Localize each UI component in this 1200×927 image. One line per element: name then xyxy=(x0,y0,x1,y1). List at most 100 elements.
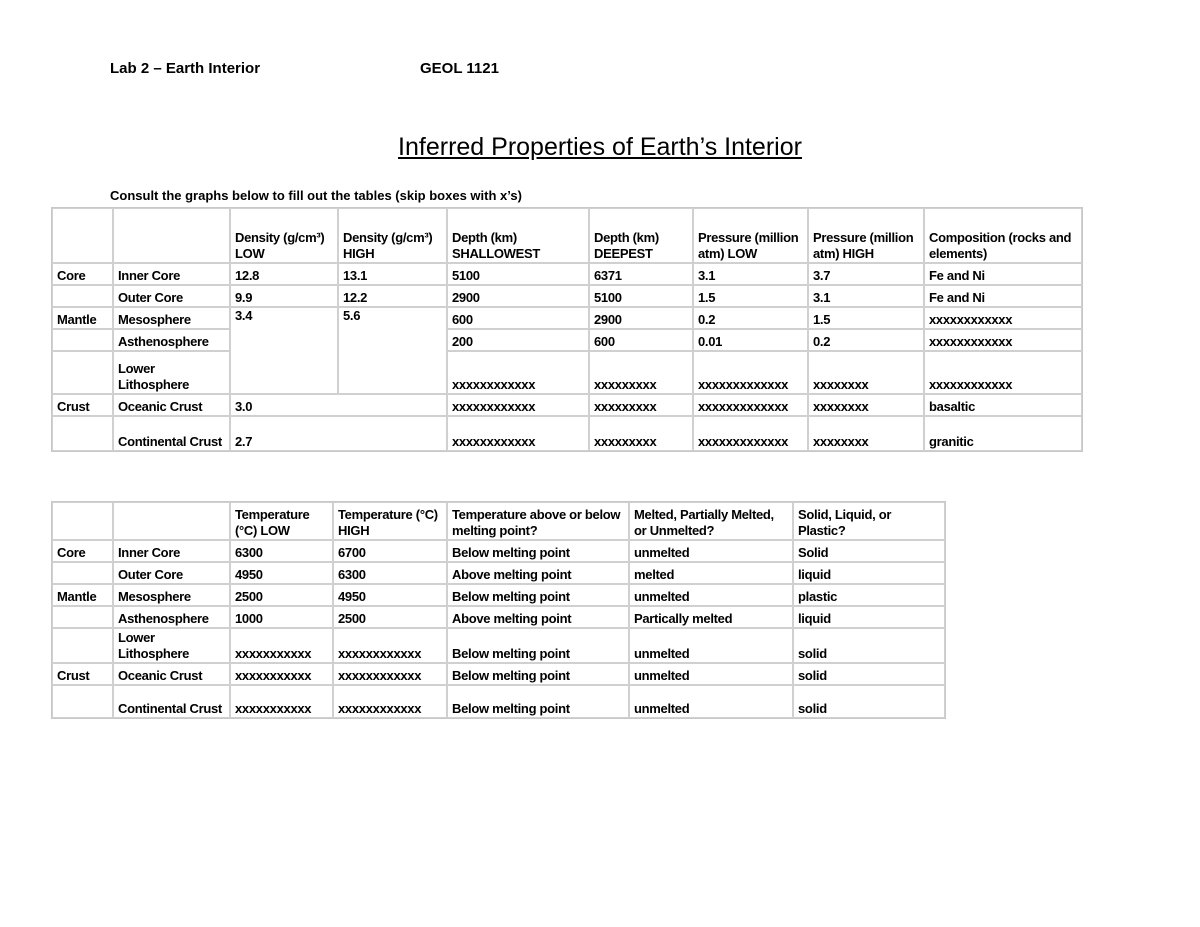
table-cell: Above melting point xyxy=(447,606,629,628)
table-cell: 5100 xyxy=(447,263,589,285)
table-cell: 12.2 xyxy=(338,285,447,307)
table-cell: Partically melted xyxy=(629,606,793,628)
group-cell: Mantle xyxy=(52,307,113,329)
column-header xyxy=(113,502,230,540)
table-cell: Mantle xyxy=(52,584,113,606)
table-cell: 0.01 xyxy=(693,329,808,351)
layer-cell: Oceanic Crust xyxy=(113,394,230,416)
column-header xyxy=(52,208,113,263)
table-cell: liquid xyxy=(793,606,945,628)
column-header: Depth (km) DEEPEST xyxy=(589,208,693,263)
table-cell: xxxxxxxxxxxxx xyxy=(693,416,808,451)
table-cell: granitic xyxy=(924,416,1082,451)
table-cell: 600 xyxy=(589,329,693,351)
table-cell: Below melting point xyxy=(447,685,629,718)
table-cell: 3.7 xyxy=(808,263,924,285)
table-cell xyxy=(52,685,113,718)
table-cell: solid xyxy=(793,663,945,685)
table-row: Core Inner Core 6300 6700 Below melting poin… xyxy=(52,540,945,562)
table-cell: Mesosphere xyxy=(113,584,230,606)
column-header: Composition (rocks and elements) xyxy=(924,208,1082,263)
table-cell: unmelted xyxy=(629,663,793,685)
table-row: Asthenosphere 200 600 0.01 0.2 xxxxxxxxxxxx xyxy=(52,329,1082,351)
table-cell: xxxxxxxxxxxx xyxy=(333,663,447,685)
table-cell: xxxxxxxx xyxy=(808,394,924,416)
layer-cell: Asthenosphere xyxy=(113,329,230,351)
column-header xyxy=(113,208,230,263)
table-cell: xxxxxxxxxxxx xyxy=(333,685,447,718)
column-header: Pressure (million atm) LOW xyxy=(693,208,808,263)
table-cell: 4950 xyxy=(230,562,333,584)
table-cell: Above melting point xyxy=(447,562,629,584)
table-cell: xxxxxxxxxxxx xyxy=(924,351,1082,394)
table-cell: Outer Core xyxy=(113,562,230,584)
layer-cell: Mesosphere xyxy=(113,307,230,329)
table-cell: 6300 xyxy=(333,562,447,584)
instructions: Consult the graphs below to fill out the… xyxy=(110,188,522,203)
layer-cell: Continental Crust xyxy=(113,416,230,451)
page-title: Inferred Properties of Earth’s Interior xyxy=(398,133,802,161)
table-cell: Oceanic Crust xyxy=(113,663,230,685)
table-header-row: Density (g/cm³) LOW Density (g/cm³) HIGH D… xyxy=(52,208,1082,263)
table-cell xyxy=(52,562,113,584)
group-cell xyxy=(52,416,113,451)
table-row: Crust Oceanic Crust xxxxxxxxxxx xxxxxxxxxxx… xyxy=(52,663,945,685)
column-header: Density (g/cm³) LOW xyxy=(230,208,338,263)
table-cell: 2.7 xyxy=(230,416,447,451)
layer-cell: Inner Core xyxy=(113,263,230,285)
table-cell: xxxxxxxxxxx xyxy=(230,628,333,663)
table-cell: 200 xyxy=(447,329,589,351)
table-row: Outer Core 4950 6300 Above melting point mel… xyxy=(52,562,945,584)
table-cell: xxxxxxxxxxxx xyxy=(924,329,1082,351)
table-cell: xxxxxxxxxxx xyxy=(230,685,333,718)
table-cell: Below melting point xyxy=(447,584,629,606)
table-cell: 5100 xyxy=(589,285,693,307)
table-cell: 1.5 xyxy=(693,285,808,307)
table-cell: solid xyxy=(793,628,945,663)
table-cell: Inner Core xyxy=(113,540,230,562)
table-cell: 0.2 xyxy=(808,329,924,351)
table-cell: plastic xyxy=(793,584,945,606)
group-cell: Core xyxy=(52,263,113,285)
table-cell: Fe and Ni xyxy=(924,285,1082,307)
group-cell xyxy=(52,285,113,307)
table-cell: 12.8 xyxy=(230,263,338,285)
column-header: Solid, Liquid, or Plastic? xyxy=(793,502,945,540)
table-cell: liquid xyxy=(793,562,945,584)
table-cell: Lower Lithosphere xyxy=(113,628,230,663)
table-cell xyxy=(52,628,113,663)
table-row: Outer Core 9.9 12.2 2900 5100 1.5 3.1 Fe and Ni xyxy=(52,285,1082,307)
table-cell: 1.5 xyxy=(808,307,924,329)
table-cell: xxxxxxxxxxxx xyxy=(924,307,1082,329)
table-cell: unmelted xyxy=(629,685,793,718)
column-header: Temperature (°C) LOW xyxy=(230,502,333,540)
column-header xyxy=(52,502,113,540)
table-cell: 2900 xyxy=(589,307,693,329)
table-cell: unmelted xyxy=(629,628,793,663)
table-cell: xxxxxxxx xyxy=(808,351,924,394)
table-cell: 6300 xyxy=(230,540,333,562)
table-cell: xxxxxxxxx xyxy=(589,416,693,451)
group-cell xyxy=(52,329,113,351)
column-header: Melted, Partially Melted, or Unmelted? xyxy=(629,502,793,540)
table-row: Core Inner Core 12.8 13.1 5100 6371 3.1 3.7 Fe a… xyxy=(52,263,1082,285)
table-row: Mantle Mesosphere 2500 4950 Below melting po… xyxy=(52,584,945,606)
layer-cell: Outer Core xyxy=(113,285,230,307)
table-cell: Solid xyxy=(793,540,945,562)
table-cell: Fe and Ni xyxy=(924,263,1082,285)
table-header-row: Temperature (°C) LOW Temperature (°C) HIG… xyxy=(52,502,945,540)
column-header: Density (g/cm³) HIGH xyxy=(338,208,447,263)
table-cell: xxxxxxxxxxxx xyxy=(447,351,589,394)
header-lab-title: Lab 2 – Earth Interior xyxy=(110,60,261,77)
table-cell: 3.4 xyxy=(230,307,338,394)
table-cell: 5.6 xyxy=(338,307,447,394)
table-cell: Below melting point xyxy=(447,628,629,663)
table-cell: Asthenosphere xyxy=(113,606,230,628)
table-cell: 6371 xyxy=(589,263,693,285)
column-header: Pressure (million atm) HIGH xyxy=(808,208,924,263)
table-cell: xxxxxxxxxxxx xyxy=(447,394,589,416)
table-cell: unmelted xyxy=(629,540,793,562)
table-cell: 9.9 xyxy=(230,285,338,307)
